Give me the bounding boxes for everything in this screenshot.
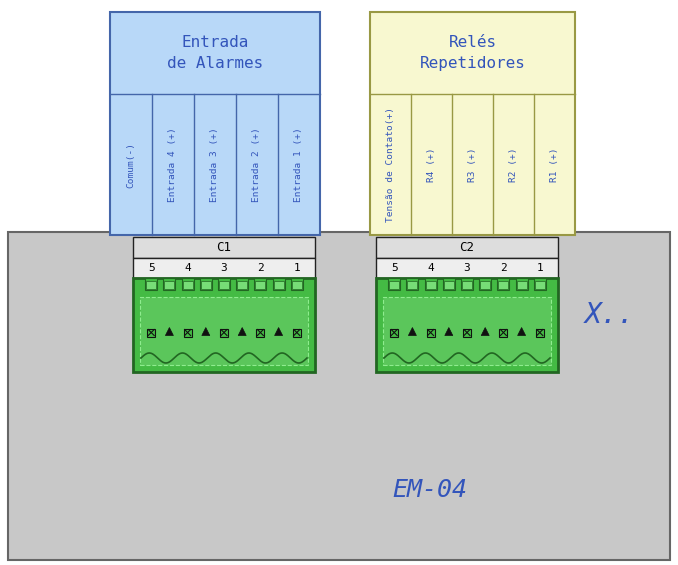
- Bar: [184, 328, 192, 337]
- Bar: [498, 278, 509, 290]
- Bar: [500, 328, 507, 337]
- Bar: [292, 281, 302, 289]
- Text: 3: 3: [464, 263, 471, 273]
- Bar: [256, 281, 265, 289]
- Text: R1 (+): R1 (+): [550, 147, 559, 182]
- Bar: [536, 328, 544, 337]
- Bar: [406, 278, 418, 290]
- Bar: [376, 237, 558, 258]
- Bar: [219, 281, 229, 289]
- Bar: [517, 281, 527, 289]
- Bar: [145, 278, 157, 290]
- Bar: [426, 328, 435, 337]
- Bar: [182, 278, 194, 290]
- Bar: [163, 278, 176, 290]
- Bar: [515, 278, 527, 290]
- Bar: [200, 278, 212, 290]
- Polygon shape: [408, 328, 416, 336]
- Bar: [534, 278, 546, 290]
- Bar: [479, 278, 491, 290]
- Text: R4 (+): R4 (+): [427, 147, 436, 182]
- Polygon shape: [275, 328, 283, 336]
- Text: Entrada 1 (+): Entrada 1 (+): [294, 127, 304, 202]
- Bar: [237, 281, 247, 289]
- Bar: [133, 258, 315, 278]
- Text: 5: 5: [391, 263, 397, 273]
- Text: 3: 3: [220, 263, 227, 273]
- Text: Entrada
de Alarmes: Entrada de Alarmes: [167, 35, 263, 71]
- Bar: [256, 328, 264, 337]
- Bar: [462, 281, 472, 289]
- Bar: [443, 278, 455, 290]
- Text: R2 (+): R2 (+): [509, 147, 518, 182]
- Bar: [140, 297, 308, 365]
- Bar: [424, 278, 437, 290]
- Bar: [498, 281, 508, 289]
- Bar: [274, 281, 283, 289]
- Polygon shape: [202, 328, 210, 336]
- Bar: [407, 281, 418, 289]
- Text: 4: 4: [184, 263, 191, 273]
- Bar: [201, 281, 211, 289]
- Text: Comum(-): Comum(-): [127, 141, 136, 188]
- Text: C1: C1: [216, 241, 231, 254]
- Text: Tensão de Contato(+): Tensão de Contato(+): [386, 107, 395, 222]
- Bar: [376, 278, 558, 372]
- Text: Entrada 2 (+): Entrada 2 (+): [252, 127, 262, 202]
- Bar: [370, 12, 575, 235]
- Text: 1: 1: [536, 263, 543, 273]
- Bar: [236, 278, 248, 290]
- Text: Entrada 3 (+): Entrada 3 (+): [210, 127, 220, 202]
- Text: 4: 4: [427, 263, 434, 273]
- Bar: [133, 237, 315, 258]
- Text: 2: 2: [257, 263, 264, 273]
- Polygon shape: [445, 328, 453, 336]
- Text: X..: X..: [585, 301, 635, 329]
- Bar: [293, 328, 301, 337]
- Text: 1: 1: [294, 263, 300, 273]
- Bar: [164, 281, 174, 289]
- Polygon shape: [517, 328, 525, 336]
- Text: 5: 5: [148, 263, 155, 273]
- Bar: [146, 281, 156, 289]
- Text: Relés
Repetidores: Relés Repetidores: [420, 35, 525, 71]
- Text: 2: 2: [500, 263, 506, 273]
- Bar: [291, 278, 303, 290]
- Bar: [391, 328, 398, 337]
- Bar: [218, 278, 230, 290]
- Polygon shape: [481, 328, 490, 336]
- Bar: [8, 232, 670, 560]
- Bar: [388, 278, 400, 290]
- Bar: [463, 328, 471, 337]
- Bar: [444, 281, 454, 289]
- Text: Entrada 4 (+): Entrada 4 (+): [169, 127, 178, 202]
- Bar: [383, 297, 551, 365]
- Text: EM-04: EM-04: [393, 478, 468, 502]
- Text: C2: C2: [460, 241, 475, 254]
- Bar: [426, 281, 435, 289]
- Bar: [535, 281, 545, 289]
- Bar: [273, 278, 285, 290]
- Bar: [147, 328, 155, 337]
- Polygon shape: [165, 328, 174, 336]
- Bar: [133, 278, 315, 372]
- Bar: [220, 328, 228, 337]
- Text: R3 (+): R3 (+): [468, 147, 477, 182]
- Bar: [461, 278, 473, 290]
- Bar: [376, 258, 558, 278]
- Bar: [110, 12, 320, 235]
- Polygon shape: [238, 328, 246, 336]
- Bar: [254, 278, 266, 290]
- Bar: [480, 281, 490, 289]
- Bar: [389, 281, 399, 289]
- Bar: [182, 281, 193, 289]
